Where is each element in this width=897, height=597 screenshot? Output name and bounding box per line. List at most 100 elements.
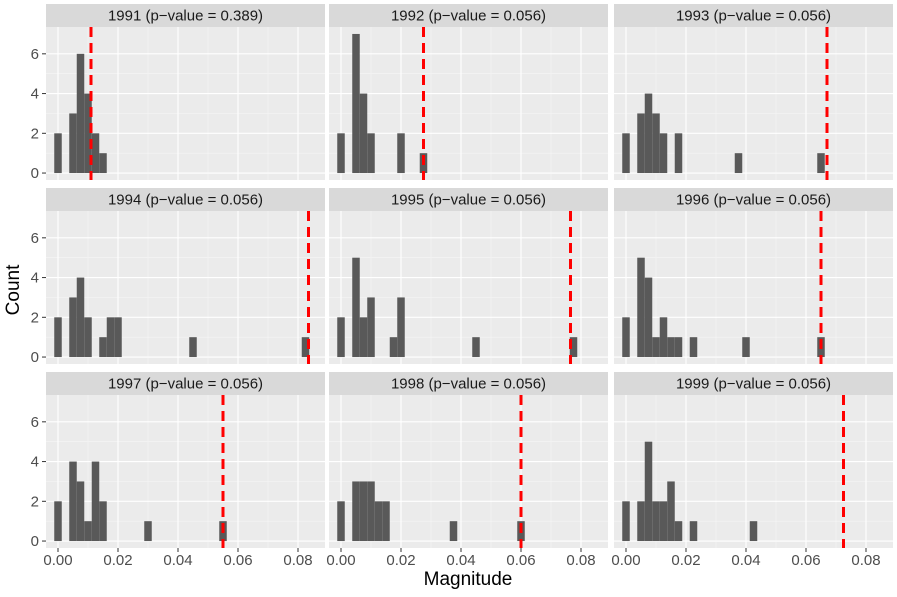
x-tick-label: 0.04 bbox=[446, 552, 475, 569]
x-tick-label: 0.04 bbox=[731, 552, 760, 569]
bar bbox=[114, 317, 122, 358]
bar bbox=[99, 153, 107, 174]
bar bbox=[76, 481, 85, 542]
bar bbox=[689, 521, 698, 542]
x-tick-label: 0.08 bbox=[283, 552, 312, 569]
bar bbox=[472, 337, 480, 358]
panel-background bbox=[329, 211, 608, 364]
x-tick-label: 0.00 bbox=[326, 552, 355, 569]
x-tick-label: 0.06 bbox=[223, 552, 252, 569]
strip-background bbox=[46, 4, 325, 27]
bar bbox=[76, 277, 85, 358]
y-tick-label: 2 bbox=[31, 125, 39, 142]
bar bbox=[637, 257, 645, 358]
panel-title: 1999 (p−value = 0.056) bbox=[676, 375, 831, 392]
bar bbox=[352, 481, 360, 542]
x-tick-label: 0.02 bbox=[671, 552, 700, 569]
y-tick-label: 0 bbox=[31, 165, 39, 182]
y-tick-label: 0 bbox=[31, 533, 39, 550]
x-tick-label: 0.08 bbox=[566, 552, 595, 569]
bar bbox=[352, 33, 360, 174]
bar bbox=[367, 297, 375, 358]
bar bbox=[91, 133, 100, 174]
bar bbox=[84, 317, 92, 358]
bar bbox=[689, 337, 698, 358]
bar bbox=[449, 521, 458, 542]
x-tick-label: 0.04 bbox=[163, 552, 192, 569]
panel-title: 1996 (p−value = 0.056) bbox=[676, 191, 831, 208]
panel-title: 1992 (p−value = 0.056) bbox=[391, 7, 546, 24]
panel-background bbox=[329, 27, 608, 180]
bar bbox=[622, 133, 630, 174]
y-tick-label: 4 bbox=[31, 86, 39, 103]
bar bbox=[652, 501, 660, 542]
bar bbox=[637, 501, 645, 542]
bar bbox=[337, 501, 345, 542]
y-tick-label: 2 bbox=[31, 493, 39, 510]
x-tick-label: 0.02 bbox=[103, 552, 132, 569]
bar bbox=[397, 297, 405, 358]
bar bbox=[659, 317, 668, 358]
bar bbox=[742, 337, 750, 358]
bar bbox=[674, 337, 683, 358]
y-tick-label: 2 bbox=[31, 309, 39, 326]
bar bbox=[644, 93, 653, 174]
x-tick-label: 0.06 bbox=[506, 552, 535, 569]
panel-title: 1993 (p−value = 0.056) bbox=[676, 7, 831, 24]
bar bbox=[337, 317, 345, 358]
x-tick-label: 0.00 bbox=[43, 552, 72, 569]
bar bbox=[91, 461, 100, 542]
bar bbox=[644, 441, 653, 542]
bar bbox=[367, 481, 375, 542]
y-tick-label: 4 bbox=[31, 270, 39, 287]
panel-title: 1997 (p−value = 0.056) bbox=[108, 375, 263, 392]
y-tick-label: 6 bbox=[31, 230, 39, 247]
bar bbox=[644, 277, 653, 358]
panel-title: 1998 (p−value = 0.056) bbox=[391, 375, 546, 392]
x-tick-label: 0.06 bbox=[791, 552, 820, 569]
bar bbox=[99, 501, 107, 542]
bar bbox=[54, 133, 62, 174]
bar bbox=[622, 317, 630, 358]
bar bbox=[69, 113, 77, 174]
x-axis-label: Magnitude bbox=[424, 569, 513, 590]
bar bbox=[144, 521, 152, 542]
bar bbox=[389, 337, 398, 358]
bar bbox=[301, 337, 310, 358]
bar bbox=[359, 317, 368, 358]
strip-background bbox=[46, 188, 325, 211]
bar bbox=[76, 53, 85, 174]
bar bbox=[106, 317, 115, 358]
bar bbox=[674, 133, 683, 174]
bar bbox=[749, 521, 758, 542]
bar bbox=[659, 133, 668, 174]
x-tick-label: 0.00 bbox=[611, 552, 640, 569]
y-tick-label: 6 bbox=[31, 414, 39, 431]
strip-background bbox=[614, 372, 893, 395]
y-tick-label: 6 bbox=[31, 46, 39, 63]
bar bbox=[367, 133, 375, 174]
y-axis-label: Count bbox=[3, 264, 24, 315]
bar bbox=[337, 133, 345, 174]
bar bbox=[84, 93, 92, 174]
bar bbox=[382, 501, 390, 542]
bar bbox=[84, 521, 92, 542]
bar bbox=[569, 337, 578, 358]
bar bbox=[734, 153, 743, 174]
bar bbox=[54, 317, 62, 358]
bar bbox=[659, 501, 668, 542]
bar bbox=[359, 93, 368, 174]
bar bbox=[652, 113, 660, 174]
bar bbox=[99, 337, 107, 358]
x-tick-label: 0.02 bbox=[386, 552, 415, 569]
x-tick-label: 0.08 bbox=[851, 552, 880, 569]
strip-background bbox=[46, 372, 325, 395]
bar bbox=[189, 337, 197, 358]
bar bbox=[652, 337, 660, 358]
bar bbox=[374, 501, 383, 542]
bar bbox=[667, 337, 675, 358]
bar bbox=[69, 297, 77, 358]
bar bbox=[69, 461, 77, 542]
bar bbox=[637, 113, 645, 174]
strip-background bbox=[329, 372, 608, 395]
